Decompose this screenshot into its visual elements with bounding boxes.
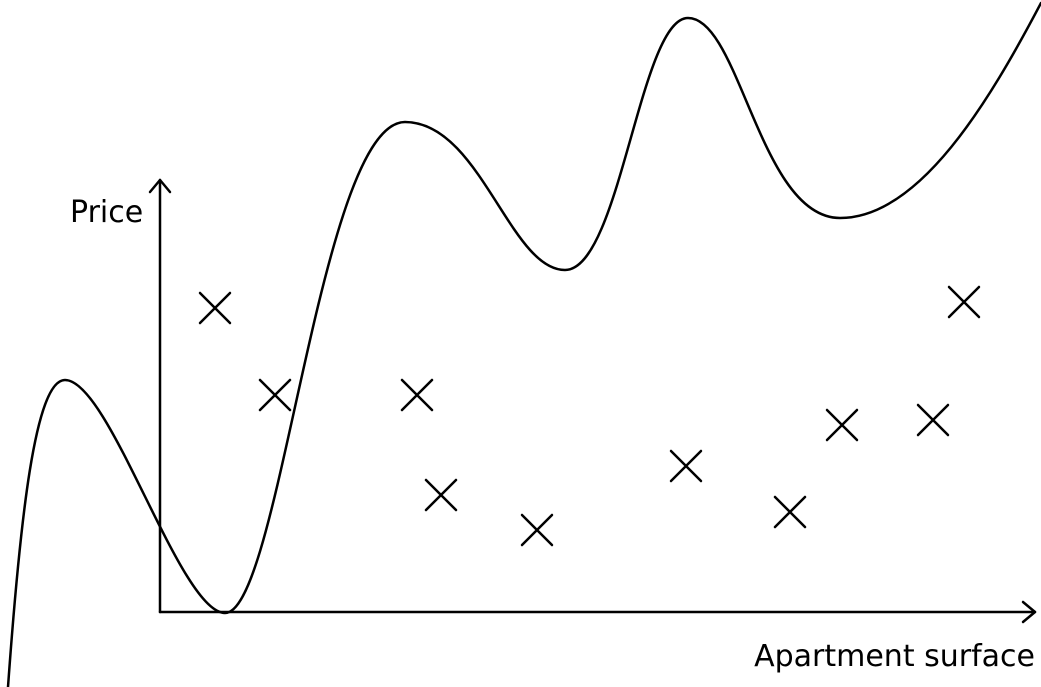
- y-axis-arrow: [148, 178, 172, 194]
- cross-marker: [916, 403, 950, 437]
- cross-marker: [424, 478, 458, 512]
- fitted-curve: [6, 1, 1041, 687]
- cross-marker: [520, 513, 554, 547]
- cross-marker: [773, 495, 807, 529]
- cross-marker: [669, 449, 703, 483]
- axes: [148, 178, 1037, 624]
- data-points: [198, 285, 981, 547]
- y-axis-label: Price: [70, 195, 143, 230]
- cross-marker: [258, 378, 292, 412]
- cross-marker: [400, 378, 434, 412]
- cross-marker: [825, 408, 859, 442]
- x-axis-label: Apartment surface: [754, 639, 1035, 674]
- x-axis-arrow: [1021, 600, 1037, 624]
- cross-marker: [198, 291, 232, 325]
- cross-marker: [947, 285, 981, 319]
